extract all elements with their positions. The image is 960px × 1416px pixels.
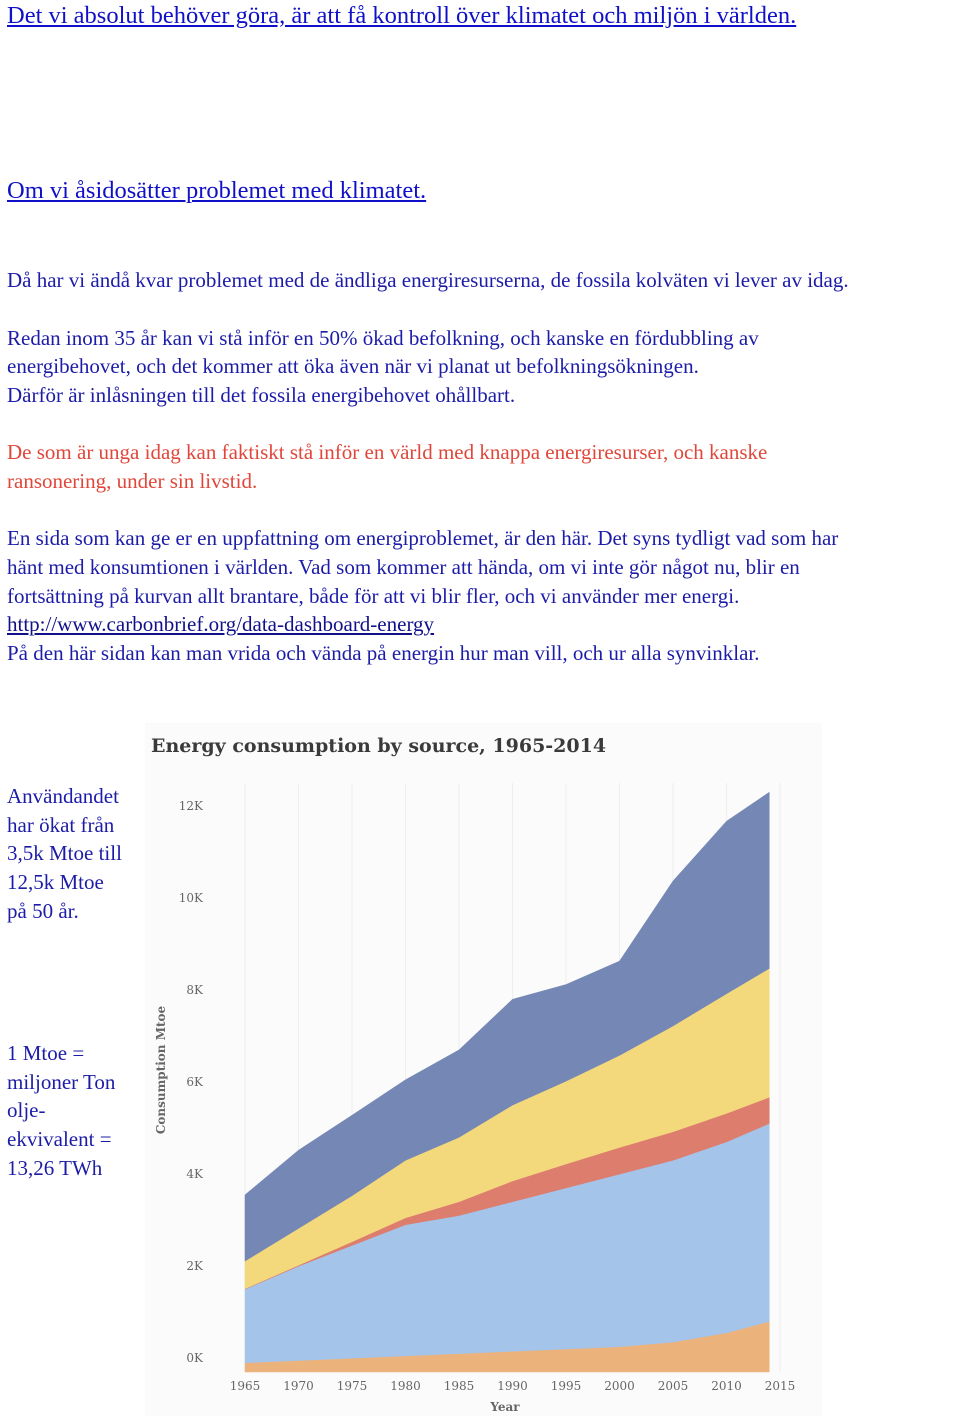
y-tick-label: 10K bbox=[179, 891, 204, 905]
note-line: 1 Mtoe = bbox=[7, 1041, 85, 1065]
x-tick-label: 2000 bbox=[604, 1379, 635, 1393]
chart-title: Energy consumption by source, 1965-2014 bbox=[151, 735, 606, 757]
x-tick-label: 1985 bbox=[444, 1379, 475, 1393]
side-note: Användandet har ökat från 3,5k Mtoe till… bbox=[7, 782, 122, 926]
area bbox=[244, 791, 770, 1262]
x-tick-label: 2010 bbox=[711, 1379, 742, 1393]
x-tick-label: 1980 bbox=[390, 1379, 421, 1393]
x-tick-label: 1995 bbox=[551, 1379, 582, 1393]
y-axis-label: Consumption Mtoe bbox=[154, 1005, 168, 1134]
side-note: 1 Mtoe = miljoner Ton olje- ekvivalent =… bbox=[7, 1039, 115, 1183]
link[interactable]: Det vi absolut behöver göra, är att få k… bbox=[7, 2, 797, 29]
note-line: på 50 år. bbox=[7, 898, 79, 923]
text-line: En sida som kan ge er en uppfattning om … bbox=[7, 526, 839, 550]
x-tick-label: 1975 bbox=[337, 1379, 368, 1393]
x-axis-label: Year bbox=[489, 1400, 520, 1414]
text-line: energibehovet, och det kommer att öka äv… bbox=[7, 354, 699, 378]
chart: Energy consumption by source, 1965-2014 … bbox=[145, 723, 822, 1416]
note-line: ekvivalent = bbox=[7, 1127, 112, 1152]
note-line: 13,26 TWh bbox=[7, 1155, 103, 1180]
text-line: ransonering, under sin livstid. bbox=[7, 469, 258, 493]
x-tick-label: 1990 bbox=[497, 1379, 528, 1393]
y-tick-label: 6K bbox=[186, 1075, 204, 1089]
note-line: olje- bbox=[7, 1098, 46, 1123]
note-line: 3,5k Mtoe till bbox=[7, 841, 122, 866]
text-line: Därför är inlåsningen till det fossila e… bbox=[7, 383, 516, 407]
x-tick-label: 2015 bbox=[765, 1379, 796, 1393]
note-line: Användandet bbox=[7, 784, 119, 808]
x-tick-label: 1965 bbox=[230, 1379, 261, 1393]
note-line: 12,5k Mtoe bbox=[7, 870, 104, 895]
y-tick-label: 0K bbox=[186, 1351, 204, 1365]
text-line: hänt med konsumtionen i världen. Vad som… bbox=[7, 555, 800, 579]
text-line: fortsättning på kurvan allt brantare, bå… bbox=[7, 584, 740, 608]
link[interactable]: http://www.carbonbrief.org/data-dashboar… bbox=[7, 612, 435, 636]
y-tick-label: 2K bbox=[186, 1259, 204, 1273]
y-tick-label: 12K bbox=[179, 799, 204, 813]
note-line: miljoner Ton bbox=[7, 1069, 116, 1094]
text-line: Redan inom 35 år kan vi stå inför en 50%… bbox=[7, 326, 759, 350]
note-line: har ökat från bbox=[7, 812, 115, 837]
text-line: De som är unga idag kan faktiskt stå inf… bbox=[7, 440, 768, 464]
text-line: Då har vi ändå kvar problemet med de änd… bbox=[7, 268, 849, 292]
y-tick-label: 8K bbox=[186, 983, 204, 997]
x-tick-label: 1970 bbox=[283, 1379, 314, 1393]
link[interactable]: Om vi åsidosätter problemet med klimatet… bbox=[7, 177, 427, 204]
text-line: På den här sidan kan man vrida och vända… bbox=[7, 641, 760, 665]
x-tick-label: 2005 bbox=[658, 1379, 689, 1393]
y-tick-label: 4K bbox=[186, 1167, 204, 1181]
